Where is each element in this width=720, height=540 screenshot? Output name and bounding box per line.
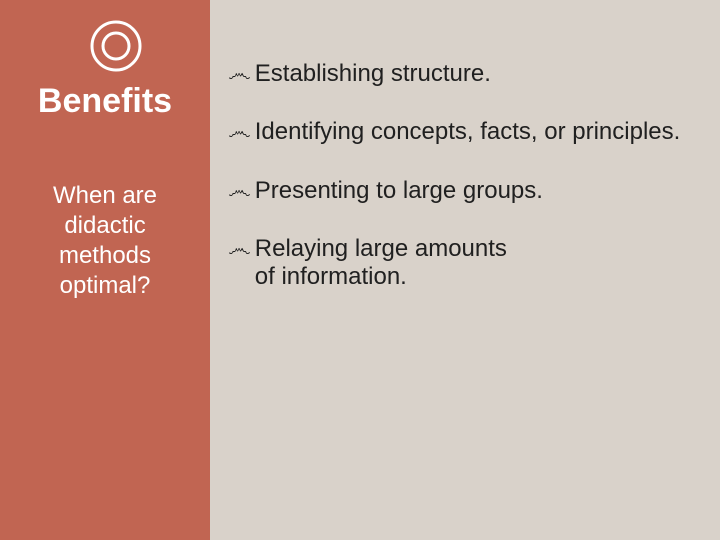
- rings-icon: [88, 18, 144, 74]
- sidebar: Benefits When are didactic methods optim…: [0, 0, 210, 540]
- bullet-glyph-icon: ෴: [228, 118, 251, 146]
- bullet-item: ෴ Identifying concepts, facts, or princi…: [228, 118, 686, 146]
- bullet-item: ෴ Presenting to large groups.: [228, 177, 686, 205]
- bullet-text: Presenting to large groups.: [255, 177, 543, 205]
- bullet-glyph-icon: ෴: [228, 60, 251, 88]
- bullet-text: Relaying large amounts of information.: [255, 235, 508, 292]
- bullet-glyph-icon: ෴: [228, 177, 251, 205]
- bullet-text: Establishing structure.: [255, 60, 491, 88]
- bullet-item: ෴ Relaying large amounts of information.: [228, 235, 508, 292]
- content-area: ෴ Establishing structure. ෴ Identifying …: [210, 0, 720, 540]
- bullet-glyph-icon: ෴: [228, 235, 251, 263]
- slide: Benefits When are didactic methods optim…: [0, 0, 720, 540]
- bullet-text: Identifying concepts, facts, or principl…: [255, 118, 681, 146]
- sidebar-subtitle: When are didactic methods optimal?: [0, 181, 210, 301]
- bullet-item: ෴ Establishing structure.: [228, 60, 686, 88]
- sidebar-title: Benefits: [0, 82, 210, 121]
